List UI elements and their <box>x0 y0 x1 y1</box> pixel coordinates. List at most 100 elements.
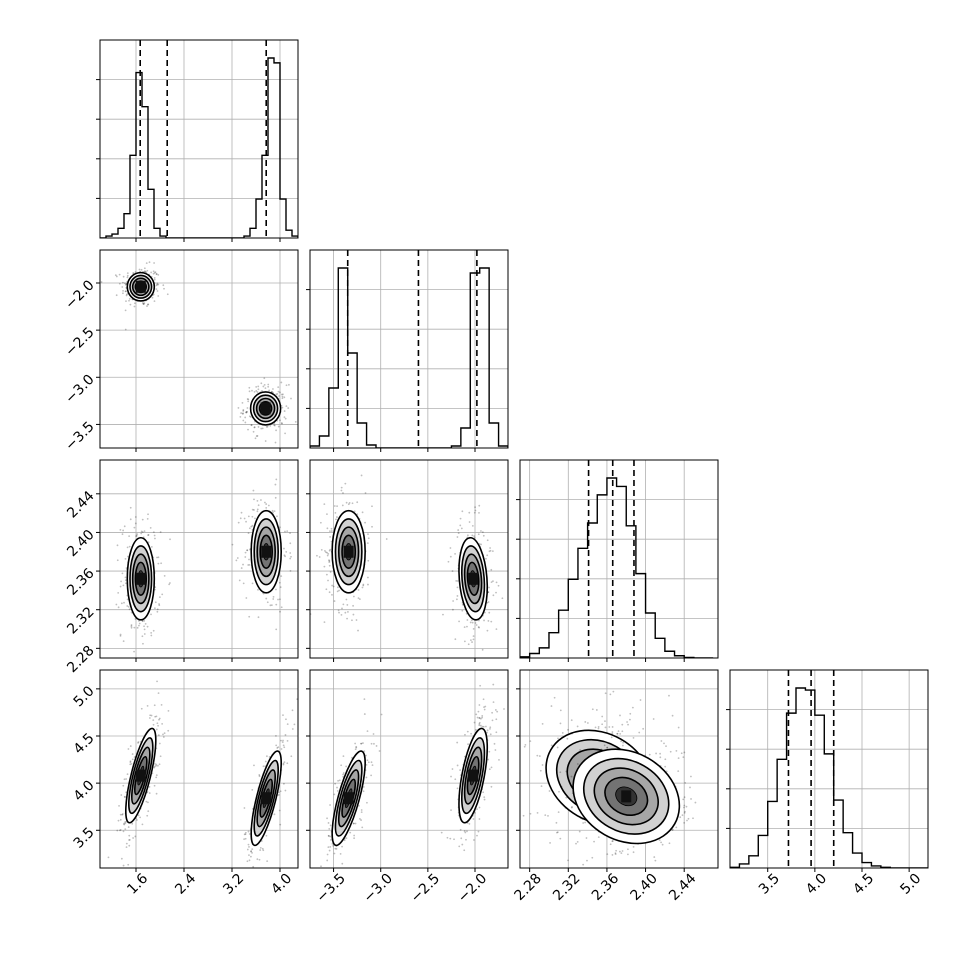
scatter-point <box>571 805 573 808</box>
scatter-point <box>478 619 480 622</box>
scatter-point <box>597 836 600 838</box>
scatter-point <box>514 791 516 793</box>
scatter-point <box>258 858 261 861</box>
scatter-point <box>454 553 456 555</box>
scatter-point <box>365 754 367 757</box>
scatter-point <box>158 742 161 745</box>
scatter-point <box>570 775 573 778</box>
scatter-point <box>271 509 274 512</box>
scatter-point <box>503 708 505 710</box>
panel-frame-2-0 <box>99 459 299 659</box>
scatter-point <box>493 742 496 745</box>
scatter-point <box>143 270 146 273</box>
scatter-panel-2-0: 2.28 2.32 2.36 2.40 2.44 <box>64 459 299 676</box>
scatter-point <box>293 723 296 726</box>
scatter-point <box>122 290 124 292</box>
scatter-point <box>631 706 634 709</box>
scatter-point <box>472 635 475 638</box>
scatter-point <box>328 561 331 564</box>
scatter-point <box>275 744 278 747</box>
scatter-point <box>492 580 494 583</box>
scatter-point <box>490 568 493 571</box>
scatter-point <box>153 262 155 264</box>
scatter-point <box>248 564 251 566</box>
scatter-point <box>126 598 129 601</box>
scatter-point <box>265 834 268 837</box>
scatter-point <box>123 525 126 528</box>
scatter-point <box>352 595 355 598</box>
scatter-point <box>157 562 160 565</box>
panel-frame-1-0 <box>99 249 299 449</box>
scatter-point <box>471 534 474 537</box>
scatter-point <box>158 718 160 721</box>
scatter-point <box>366 730 369 733</box>
scatter-point <box>151 296 154 299</box>
scatter-point <box>269 604 272 607</box>
scatter-point <box>457 532 460 535</box>
xtick-label-3-2: 4.5 <box>850 871 877 898</box>
scatter-point <box>354 748 357 751</box>
scatter-point <box>614 852 617 855</box>
ytick-label-2-3: 2.40 <box>64 527 97 560</box>
scatter-point <box>495 591 497 594</box>
scatter-point <box>559 709 562 712</box>
scatter-point <box>280 381 283 384</box>
scatter-point <box>578 830 581 833</box>
scatter-point <box>129 506 132 509</box>
scatter-point <box>338 589 340 592</box>
scatter-point <box>147 810 150 813</box>
scatter-point <box>479 717 482 720</box>
scatter-point <box>159 531 162 533</box>
scatter-point <box>272 388 274 390</box>
scatter-point <box>287 407 290 409</box>
scatter-point <box>283 410 286 412</box>
scatter-point <box>246 549 249 552</box>
scatter-point <box>616 732 619 735</box>
scatter-point <box>138 268 141 271</box>
scatter-point <box>683 751 686 754</box>
scatter-point <box>145 271 148 274</box>
scatter-point <box>133 526 136 529</box>
scatter-point <box>248 386 251 389</box>
scatter-point <box>480 543 482 546</box>
scatter-point <box>466 619 469 621</box>
scatter-point <box>117 591 120 594</box>
scatter-point <box>620 852 623 855</box>
scatter-point <box>126 272 129 275</box>
scatter-point <box>278 391 281 394</box>
scatter-point <box>481 716 484 719</box>
xtick-label-3-1: 4.0 <box>803 871 830 898</box>
scatter-point <box>133 756 136 759</box>
scatter-point <box>341 862 344 865</box>
scatter-point <box>664 765 667 768</box>
scatter-point <box>157 734 160 736</box>
scatter-point <box>347 611 349 613</box>
scatter-point <box>278 809 281 812</box>
scatter-point <box>478 722 481 725</box>
xtick-label-0-0: 1.6 <box>124 871 151 898</box>
scatter-point <box>459 769 462 771</box>
scatter-point <box>352 822 355 825</box>
scatter-point <box>248 833 251 835</box>
scatter-point <box>267 504 270 507</box>
scatter-point <box>473 511 476 514</box>
scatter-point <box>642 727 645 730</box>
scatter-point <box>266 601 269 604</box>
scatter-point <box>235 559 238 562</box>
scatter-point <box>633 911 635 913</box>
scatter-point <box>344 482 347 485</box>
scatter-point <box>466 830 468 833</box>
scatter-point <box>119 813 122 816</box>
scatter-point <box>478 504 481 507</box>
scatter-point <box>243 838 246 841</box>
scatter-point <box>152 719 155 721</box>
scatter-point <box>146 269 149 272</box>
scatter-point <box>275 393 278 396</box>
scatter-point <box>262 849 265 852</box>
scatter-point <box>466 534 469 537</box>
scatter-point <box>240 511 243 514</box>
scatter-point <box>385 538 388 540</box>
scatter-point <box>485 725 487 728</box>
scatter-point <box>471 525 474 527</box>
scatter-point <box>289 552 292 554</box>
